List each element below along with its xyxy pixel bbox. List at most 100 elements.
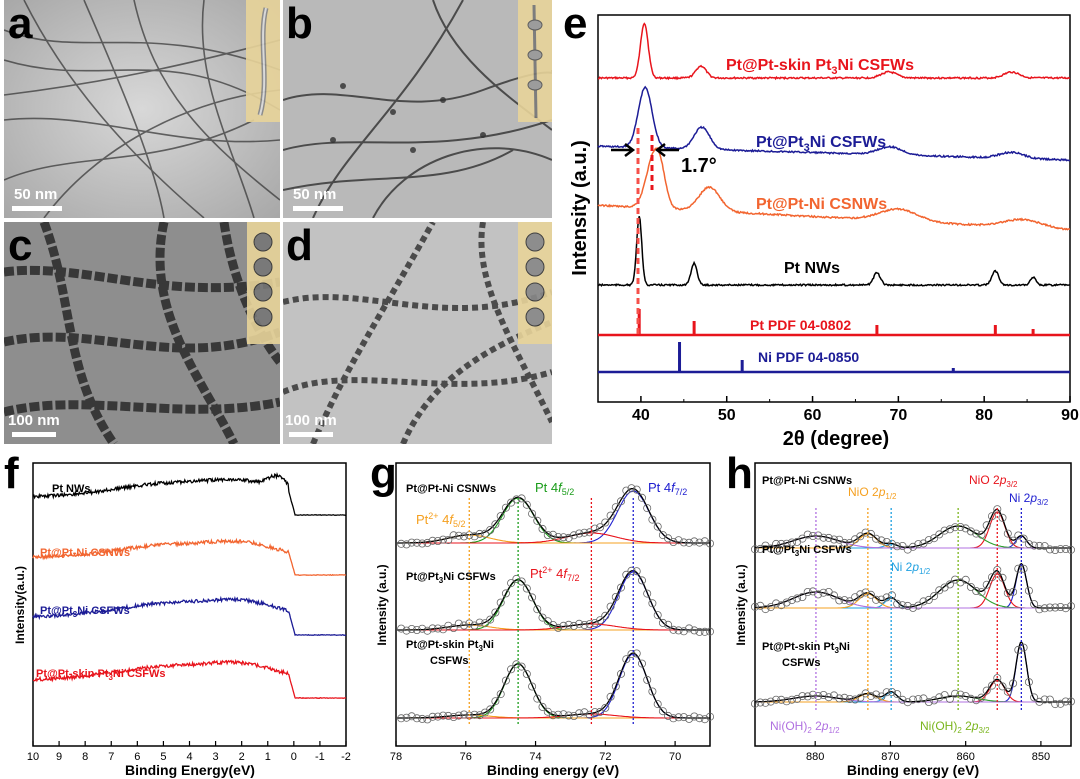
data-point [705,539,714,548]
data-point [585,620,594,629]
data-point [648,515,657,524]
data-point [402,713,411,722]
data-point [418,624,427,633]
data-point [814,531,823,540]
x-tick-label: 10 [27,751,39,763]
legend-label-pt-nws: Pt NWs [784,260,840,277]
data-point [559,533,568,542]
y-axis-label-g: Intensity (a.u.) [375,564,389,645]
data-point [966,694,975,703]
sample-label-g1: Pt@Pt-Ni CSNWs [406,483,496,495]
x-tick-label: 2 [239,751,245,763]
data-point [596,523,605,532]
data-point [966,582,975,591]
xps-fits-h [750,505,1075,712]
data-point [856,693,865,702]
data-point [564,533,573,542]
data-point [772,599,781,608]
data-point [705,712,714,721]
data-point [830,535,839,544]
data-point [407,624,416,633]
data-point [590,524,599,533]
data-point [501,503,510,512]
schematic-inset-c [247,222,280,344]
nanowire-image-b [283,0,552,218]
sample-label-g3: Pt@Pt-skin Pt3Ni [406,639,494,653]
data-point [496,690,505,699]
data-point [1035,697,1044,706]
x-tick-label: 8 [82,751,88,763]
data-point [496,512,505,521]
data-point [690,712,699,721]
x-tick-label: 90 [1061,407,1079,424]
data-point [1019,564,1028,573]
data-point [919,694,928,703]
data-point [935,530,944,539]
scale-label-a: 50 nm [14,186,58,203]
data-point [845,539,854,548]
series-line-pt-pt3ni [597,85,1071,162]
data-point [454,711,463,720]
data-point [977,530,986,539]
data-point [956,578,965,587]
fit-component [755,679,1071,703]
data-point [611,592,620,601]
data-point [475,711,484,720]
data-point [1066,602,1075,611]
data-point [1030,693,1039,702]
data-point [972,586,981,595]
data-point [679,538,688,547]
data-point [528,509,537,518]
data-point [951,523,960,532]
data-point [643,504,652,513]
data-point [761,698,770,707]
data-point [428,624,437,633]
panel-letter-b: b [286,0,313,48]
data-point [596,707,605,716]
data-point [819,690,828,699]
data-point [951,575,960,584]
data-point [1066,545,1075,554]
sample-label-g3b: CSFWs [430,655,469,667]
data-point [1003,687,1012,696]
data-point [674,536,683,545]
data-point [893,690,902,699]
data-point [412,714,421,723]
data-point [1061,545,1070,554]
ref-label-ni: Ni PDF 04-0850 [758,349,859,365]
x-axis-label-h: Binding energy (eV) [847,762,979,778]
legend-f-pt-pt-ni: Pt@Pt-Ni CSNWs [40,547,130,559]
data-point [543,707,552,716]
series-line-f-pt-pt3ni [32,595,347,637]
fit-envelope [755,640,1071,703]
data-point [777,601,786,610]
data-point [898,695,907,704]
data-point [956,523,965,532]
data-point [1066,697,1075,706]
data-point [987,573,996,582]
data-point [893,599,902,608]
x-tick-label: 70 [889,407,907,424]
x-ticks-g: 78 76 74 72 70 [390,741,681,763]
data-point [664,711,673,720]
data-point [658,531,667,540]
data-point [1035,541,1044,550]
x-tick-label: 0 [291,751,297,763]
data-point [643,675,652,684]
data-point [930,534,939,543]
series-line-pt-nws [597,216,1071,288]
data-point [564,620,573,629]
data-point [998,513,1007,522]
data-point [772,539,781,548]
plot-frame-e [597,14,1071,403]
series-line-f-pt-nws [32,472,347,516]
data-point [1003,529,1012,538]
data-point [674,626,683,635]
panel-letter-f: f [4,449,19,498]
data-point [616,583,625,592]
data-point [433,537,442,546]
data-point [522,669,531,678]
data-point [756,601,765,610]
data-point [596,616,605,625]
data-point [824,587,833,596]
